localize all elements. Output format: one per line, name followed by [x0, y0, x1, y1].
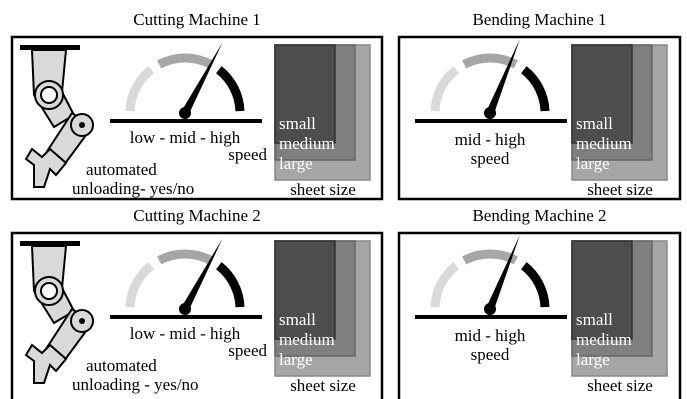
gauge-needle: [181, 238, 222, 311]
gauge-arc: [219, 70, 240, 111]
gauge-needle: [486, 39, 520, 115]
size-caption: sheet size: [587, 180, 653, 199]
gauge-arc: [435, 70, 456, 111]
speed-label: speed: [471, 149, 510, 168]
gauge-arc: [524, 266, 545, 307]
unloading-label: automated: [86, 160, 157, 179]
speed-label: mid - high: [455, 326, 526, 345]
gauge-hub: [179, 107, 191, 119]
size-label: large: [576, 350, 610, 369]
gauge-arc: [130, 266, 151, 307]
unloading-label: unloading - yes/no: [72, 375, 199, 394]
panel-title: Cutting Machine 1: [133, 10, 260, 29]
speed-label: mid - high: [455, 130, 526, 149]
size-label: large: [279, 350, 313, 369]
size-label: small: [279, 114, 316, 133]
size-label: medium: [279, 134, 335, 153]
robot-elbow-dot: [79, 122, 85, 128]
gauge-arc: [159, 254, 211, 260]
panel-title: Bending Machine 2: [472, 206, 606, 225]
size-label: medium: [576, 330, 632, 349]
size-caption: sheet size: [587, 376, 653, 395]
gauge-hub: [484, 303, 496, 315]
gauge-arc: [464, 58, 516, 64]
speed-label: speed: [471, 345, 510, 364]
size-caption: sheet size: [290, 180, 356, 199]
gauge-arc: [464, 254, 516, 260]
size-label: medium: [279, 330, 335, 349]
panel-title: Cutting Machine 2: [133, 206, 260, 225]
gauge-arc: [159, 58, 211, 64]
size-label: large: [279, 154, 313, 173]
speed-label: low - mid - high: [130, 128, 241, 147]
size-label: large: [576, 154, 610, 173]
robot-elbow-dot: [79, 318, 85, 324]
gauge-hub: [484, 107, 496, 119]
gauge-needle: [486, 235, 520, 311]
size-label: small: [279, 310, 316, 329]
speed-label: low - mid - high: [130, 324, 241, 343]
speed-label: speed: [228, 341, 267, 360]
unloading-label: unloading- yes/no: [72, 179, 194, 198]
size-label: small: [576, 310, 613, 329]
gauge-arc: [130, 70, 151, 111]
robot-joint-inner: [41, 283, 57, 299]
gauge-arc: [524, 70, 545, 111]
gauge-arc: [435, 266, 456, 307]
size-label: small: [576, 114, 613, 133]
speed-label: speed: [228, 145, 267, 164]
gauge-needle: [181, 42, 222, 115]
unloading-label: automated: [86, 356, 157, 375]
diagram: Cutting Machine 1low - mid - highspeedau…: [0, 0, 687, 399]
size-label: medium: [576, 134, 632, 153]
gauge-arc: [219, 266, 240, 307]
size-caption: sheet size: [290, 376, 356, 395]
robot-joint-inner: [41, 87, 57, 103]
gauge-hub: [179, 303, 191, 315]
panel-title: Bending Machine 1: [472, 10, 606, 29]
